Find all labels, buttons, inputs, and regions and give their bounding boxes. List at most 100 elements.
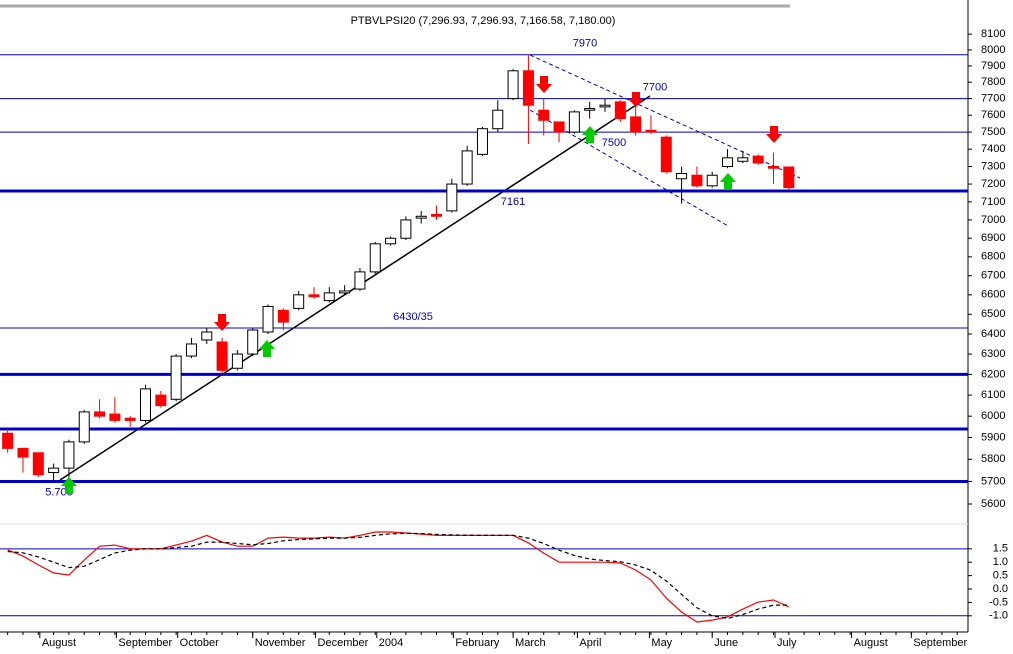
x-tick-label: March (515, 637, 546, 649)
y-tick-label: 7300 (981, 160, 1005, 172)
candle-body (17, 447, 29, 458)
sell-arrow (536, 76, 552, 93)
y-tick-label: 7100 (981, 196, 1005, 208)
y-tick-label: 5700 (981, 475, 1005, 487)
x-tick-label: June (714, 637, 738, 649)
y-tick-label: 7600 (981, 109, 1005, 121)
y-tick-label: 0.0 (993, 583, 1008, 595)
candle-body (431, 213, 443, 217)
x-tick-label: September (913, 637, 967, 649)
candle-body (231, 353, 243, 369)
candle-body (63, 441, 75, 469)
y-tick-label: 8000 (981, 44, 1005, 56)
candle-body (722, 157, 734, 167)
y-tick-label: 6200 (981, 368, 1005, 380)
y-tick-label: 6300 (981, 348, 1005, 360)
candle-body (354, 271, 366, 290)
y-tick-label: 7500 (981, 126, 1005, 138)
sell-arrow (766, 126, 782, 143)
x-tick-label: August (854, 637, 888, 649)
chart-title: PTBVLPSI20 (7,296.93, 7,296.93, 7,166.58… (351, 15, 616, 27)
candle-body (522, 70, 534, 106)
y-tick-label: 7000 (981, 214, 1005, 226)
candle-body (476, 128, 488, 155)
candle-body (94, 411, 106, 417)
candle-body (339, 290, 351, 294)
candle-body (293, 294, 305, 309)
level-label: 7700 (643, 81, 667, 93)
x-tick-label: February (455, 637, 500, 649)
x-tick-label: October (180, 637, 219, 649)
level-label: 6430/35 (393, 311, 433, 323)
candle-body (201, 331, 213, 341)
macd-line (7, 531, 790, 623)
y-tick-label: 6000 (981, 410, 1005, 422)
candle-body (676, 172, 688, 180)
y-tick-label: 6100 (981, 389, 1005, 401)
candle-body (706, 174, 718, 187)
x-tick-label: July (777, 637, 797, 649)
x-tick-label: November (255, 637, 306, 649)
candle-body (2, 432, 14, 449)
candle-body (645, 129, 657, 133)
candle-body (553, 121, 565, 133)
candle-body (614, 101, 626, 120)
y-tick-label: 1.0 (993, 556, 1008, 568)
candle-body (78, 411, 90, 443)
candle-body (752, 155, 764, 164)
candle-body (124, 417, 136, 421)
y-tick-label: 6500 (981, 308, 1005, 320)
buy-arrow (582, 126, 598, 143)
candle-body (385, 237, 397, 245)
candle-body (247, 329, 259, 355)
y-tick-label: 6800 (981, 251, 1005, 263)
y-tick-label: 7400 (981, 143, 1005, 155)
y-tick-label: 8100 (981, 28, 1005, 40)
buy-arrow (720, 173, 736, 190)
y-tick-label: 7200 (981, 178, 1005, 190)
candle-body (446, 183, 458, 212)
y-tick-label: 1.5 (993, 543, 1008, 555)
candle-body (737, 157, 749, 162)
x-tick-label: 2004 (379, 637, 403, 649)
candle-body (369, 243, 381, 273)
y-tick-label: 5800 (981, 453, 1005, 465)
candle-body (783, 166, 795, 189)
candle-body (32, 452, 44, 476)
candle-body (277, 309, 289, 323)
y-tick-label: 7700 (981, 92, 1005, 104)
candle-body (461, 150, 473, 185)
candle-body (155, 394, 167, 407)
y-tick-label: 6900 (981, 232, 1005, 244)
candle-body (492, 109, 504, 130)
y-tick-label: 6400 (981, 328, 1005, 340)
candle-body (308, 294, 320, 298)
x-tick-label: August (42, 637, 76, 649)
x-tick-label: December (318, 637, 369, 649)
y-tick-label: 0.5 (993, 570, 1008, 582)
x-tick-label: April (579, 637, 601, 649)
y-tick-label: 7900 (981, 60, 1005, 72)
candle-body (599, 104, 611, 108)
y-tick-label: 7800 (981, 76, 1005, 88)
candle-body (109, 413, 121, 421)
candle-body (630, 116, 642, 133)
y-tick-label: -1.0 (989, 610, 1008, 622)
candle-body (140, 388, 152, 421)
sell-arrow (214, 314, 230, 331)
candle-body (507, 70, 519, 100)
x-tick-label: May (651, 637, 672, 649)
candle-body (323, 292, 335, 302)
candle-body (660, 136, 672, 173)
candle-body (216, 341, 228, 371)
level-label: 7970 (573, 38, 597, 50)
candle-body (400, 219, 412, 239)
candle-body (691, 174, 703, 187)
buy-arrow (259, 340, 275, 357)
candle-body (767, 165, 779, 169)
y-tick-label: 5600 (981, 498, 1005, 510)
buy-arrow (61, 477, 77, 494)
candle-body (584, 108, 596, 111)
